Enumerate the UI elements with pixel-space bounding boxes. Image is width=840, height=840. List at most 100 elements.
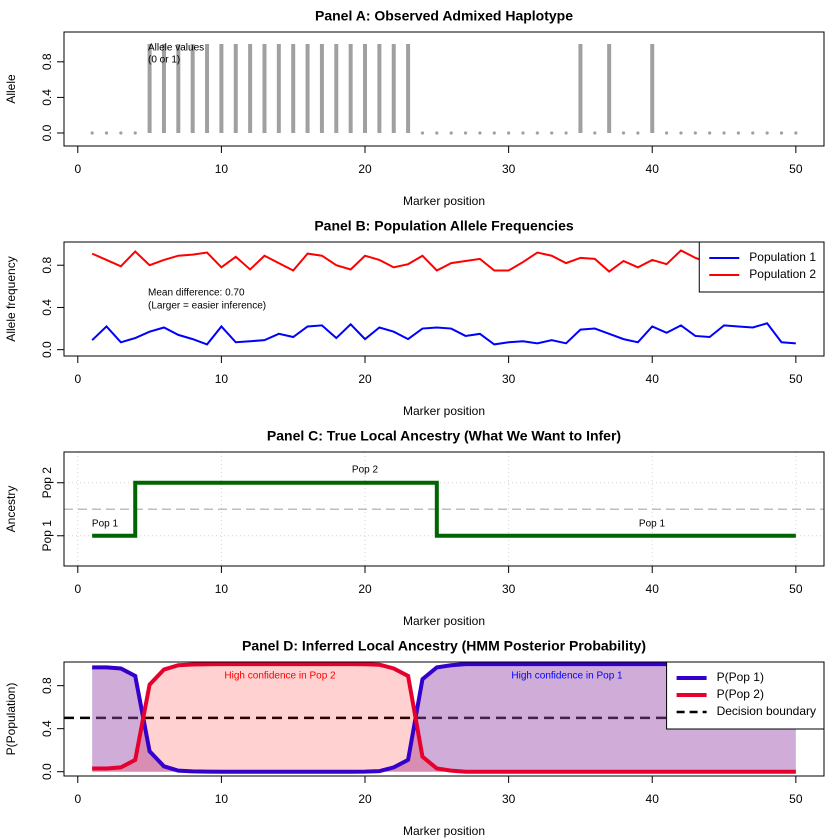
x-axis-label: Marker position: [403, 614, 485, 628]
x-tick-label: 0: [74, 582, 81, 596]
legend-label: P(Pop 2): [717, 687, 764, 701]
panel-title: Panel C: True Local Ancestry (What We Wa…: [267, 428, 621, 444]
step-line: [92, 480, 796, 538]
x-tick-label: 10: [215, 162, 229, 176]
y-tick-label: 0.0: [40, 763, 54, 780]
x-tick-label: 40: [646, 162, 660, 176]
annotation: Pop 1: [92, 519, 119, 530]
y-axis-label: Allele frequency: [4, 256, 18, 341]
legend-label: Population 2: [749, 267, 816, 281]
annotation: (Larger = easier inference): [148, 301, 266, 312]
y-axis-label: Allele: [4, 74, 18, 104]
series-line: [92, 662, 796, 774]
y-tick-label: 0.4: [40, 89, 54, 106]
y-tick-label: 0.0: [40, 124, 54, 141]
stem-point: [693, 131, 697, 135]
plot-frame: [63, 451, 825, 567]
x-tick-label: 30: [502, 162, 516, 176]
x-tick-label: 10: [215, 582, 229, 596]
x-tick-label: 10: [215, 372, 229, 386]
x-tick-label: 20: [358, 162, 372, 176]
panel-title: Panel A: Observed Admixed Haplotype: [315, 8, 573, 24]
panel-title: Panel B: Population Allele Frequencies: [314, 218, 574, 234]
stem-point: [133, 131, 137, 135]
annotation: Allele values: [148, 43, 204, 54]
y-axis-label: P(Population): [4, 683, 18, 756]
annotation: (0 or 1): [148, 55, 180, 66]
stem-point: [736, 131, 741, 135]
stem-point: [463, 131, 468, 135]
x-tick-label: 0: [74, 162, 81, 176]
y-tick-label: 0.0: [40, 341, 54, 358]
stem-point: [104, 131, 109, 135]
stem-point: [90, 131, 94, 135]
x-tick-label: 0: [74, 792, 81, 806]
annotation: Pop 2: [352, 465, 379, 476]
x-axis-label: Marker position: [403, 404, 485, 418]
y-tick-label: 0.4: [40, 720, 54, 737]
x-tick-label: 30: [502, 372, 516, 386]
stem-point: [765, 131, 769, 135]
stem-point: [621, 131, 626, 135]
stem-point: [779, 131, 784, 135]
stem-point: [478, 131, 482, 135]
annotation: Pop 1: [639, 519, 666, 530]
y-tick-label: 0.8: [40, 677, 54, 694]
x-tick-label: 50: [789, 792, 803, 806]
series-area: [92, 664, 796, 772]
x-axis-label: Marker position: [403, 824, 485, 838]
x-tick-label: 50: [789, 372, 803, 386]
x-tick-label: 30: [502, 582, 516, 596]
x-tick-label: 40: [646, 582, 660, 596]
stem-point: [665, 131, 669, 135]
stem-point: [722, 131, 726, 135]
legend-label: Decision boundary: [717, 704, 816, 718]
stem-point: [564, 131, 568, 135]
x-tick-label: 0: [74, 372, 81, 386]
plot-frame: [63, 31, 825, 147]
x-tick-label: 40: [646, 372, 660, 386]
x-tick-label: 10: [215, 792, 229, 806]
x-tick-label: 30: [502, 792, 516, 806]
stem-point: [521, 131, 525, 135]
legend-label: Population 1: [749, 250, 816, 264]
series-area: [92, 664, 796, 772]
stem-point: [420, 131, 425, 135]
x-tick-label: 20: [358, 582, 372, 596]
x-tick-label: 40: [646, 792, 660, 806]
stem-point: [535, 131, 539, 135]
y-tick-label: Pop 1: [40, 520, 54, 552]
y-tick-label: 0.8: [40, 53, 54, 70]
y-axis-label: Ancestry: [4, 486, 18, 533]
x-tick-label: 50: [789, 162, 803, 176]
stem-point: [492, 131, 496, 135]
x-tick-label: 20: [358, 792, 372, 806]
legend-box: [698, 241, 825, 293]
annotation: Mean difference: 0.70: [148, 288, 245, 299]
series-line: [91, 249, 797, 273]
x-axis-label: Marker position: [403, 194, 485, 208]
y-tick-label: 0.4: [40, 299, 54, 316]
series-line: [91, 322, 796, 346]
x-tick-label: 50: [789, 582, 803, 596]
plot-frame: [63, 241, 825, 357]
stem-point: [794, 131, 798, 135]
x-tick-label: 20: [358, 372, 372, 386]
stem-point: [435, 131, 439, 135]
y-tick-label: Pop 2: [40, 467, 54, 499]
annotation: High confidence in Pop 1: [511, 671, 623, 682]
stem-point: [708, 131, 712, 135]
stem-point: [119, 131, 123, 135]
stem-point: [679, 131, 683, 135]
stem-point: [636, 131, 640, 135]
stem-point: [550, 131, 554, 135]
stem-point: [751, 131, 755, 135]
stem-point: [507, 131, 511, 135]
y-tick-label: 0.8: [40, 257, 54, 274]
annotation: High confidence in Pop 2: [224, 671, 336, 682]
stem-point: [593, 131, 597, 135]
panel-title: Panel D: Inferred Local Ancestry (HMM Po…: [242, 638, 646, 654]
stem-point: [449, 131, 453, 135]
legend-label: P(Pop 1): [717, 670, 764, 684]
